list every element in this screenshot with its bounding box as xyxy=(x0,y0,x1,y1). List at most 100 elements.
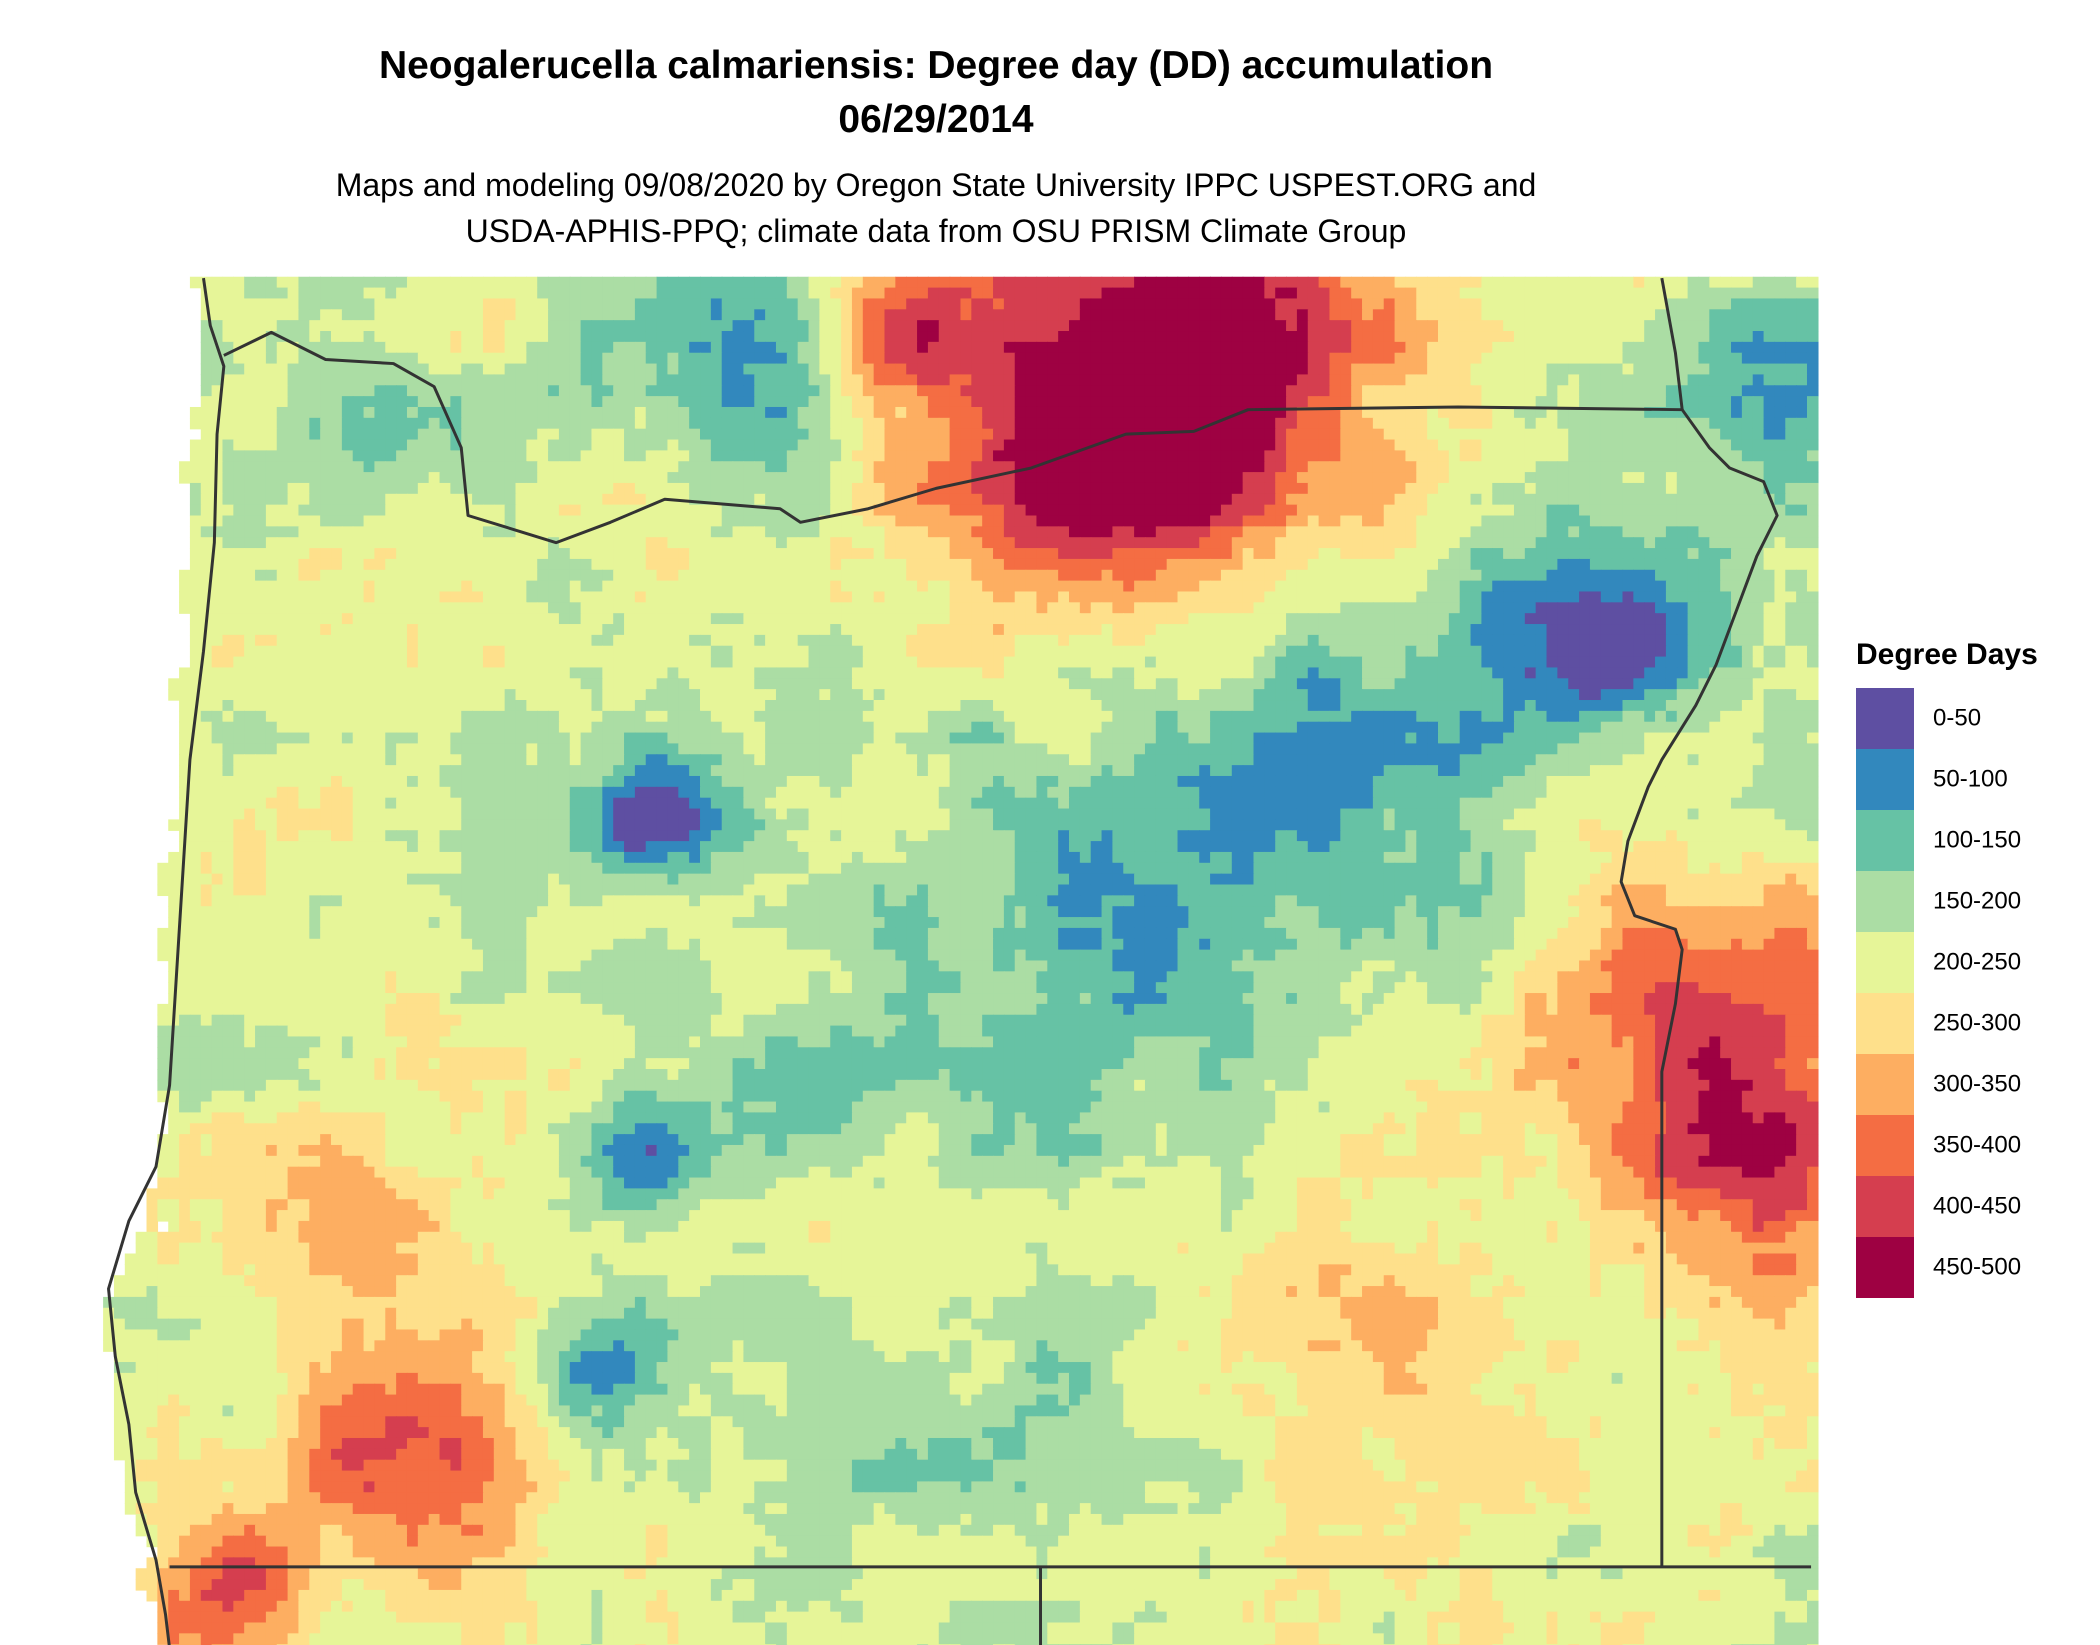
raster-cell xyxy=(841,558,853,571)
raster-cell xyxy=(298,515,310,528)
raster-cell xyxy=(862,548,875,560)
raster-cell xyxy=(808,580,821,593)
raster-cell xyxy=(873,450,886,462)
raster-cell xyxy=(743,298,755,310)
raster-cell xyxy=(222,428,235,441)
raster-cell xyxy=(309,374,321,386)
raster-cell xyxy=(352,493,365,506)
raster-cell xyxy=(645,613,658,625)
raster-cell xyxy=(689,331,701,343)
raster-cell xyxy=(743,482,755,495)
raster-cell xyxy=(689,363,701,376)
raster-cell xyxy=(1676,320,1689,332)
raster-cell xyxy=(656,602,669,614)
raster-cell xyxy=(1470,396,1483,408)
raster-cell xyxy=(1242,352,1255,365)
raster-cell xyxy=(1199,504,1211,517)
raster-cell xyxy=(765,548,777,560)
raster-cell xyxy=(1470,526,1483,538)
raster-cell xyxy=(1307,385,1320,397)
raster-cell xyxy=(1785,287,1797,300)
raster-cell xyxy=(320,580,332,593)
raster-cell xyxy=(298,558,310,571)
raster-cell xyxy=(255,461,267,473)
raster-cell xyxy=(613,428,625,441)
raster-cell xyxy=(1611,515,1624,528)
raster-cell xyxy=(917,309,929,321)
raster-cell xyxy=(1416,482,1428,495)
raster-cell xyxy=(797,341,810,354)
raster-cell xyxy=(949,450,962,462)
raster-cell xyxy=(927,276,940,289)
raster-cell xyxy=(765,276,777,289)
raster-cell xyxy=(450,569,462,582)
raster-cell xyxy=(1383,309,1396,321)
raster-cell xyxy=(1698,341,1710,354)
raster-cell xyxy=(1655,276,1667,289)
raster-cell xyxy=(1546,352,1559,365)
raster-cell xyxy=(569,482,582,495)
raster-cell xyxy=(233,450,245,462)
raster-cell xyxy=(1676,526,1689,538)
raster-cell xyxy=(1210,493,1222,506)
raster-cell xyxy=(537,450,549,462)
raster-cell xyxy=(580,417,593,430)
raster-cell xyxy=(1058,320,1070,332)
raster-cell xyxy=(808,341,821,354)
raster-cell xyxy=(385,385,397,397)
raster-cell xyxy=(1568,385,1580,397)
raster-cell xyxy=(1579,602,1591,614)
raster-cell xyxy=(591,461,604,473)
raster-cell xyxy=(1763,472,1776,484)
raster-cell xyxy=(862,461,875,473)
raster-cell xyxy=(884,439,897,452)
raster-cell xyxy=(1416,515,1428,528)
raster-cell xyxy=(450,634,462,647)
raster-cell xyxy=(1014,439,1027,452)
raster-cell xyxy=(1427,385,1439,397)
raster-cell xyxy=(1003,548,1016,560)
raster-cell xyxy=(1481,417,1493,430)
raster-cell xyxy=(417,417,430,430)
raster-cell xyxy=(1524,309,1537,321)
raster-cell xyxy=(1351,417,1363,430)
raster-cell xyxy=(624,396,636,408)
raster-cell xyxy=(678,396,690,408)
raster-cell xyxy=(591,341,604,354)
raster-cell xyxy=(634,493,647,506)
raster-cell xyxy=(1492,352,1504,365)
raster-cell xyxy=(1123,331,1135,343)
raster-cell xyxy=(385,417,397,430)
raster-cell xyxy=(1372,591,1385,604)
raster-cell xyxy=(1644,482,1656,495)
raster-cell xyxy=(1720,537,1732,549)
raster-cell xyxy=(244,548,256,560)
raster-cell xyxy=(1503,558,1515,571)
raster-cell xyxy=(1003,363,1016,376)
raster-cell xyxy=(406,341,419,354)
raster-cell xyxy=(1123,352,1135,365)
raster-cell xyxy=(1362,276,1374,289)
raster-cell xyxy=(786,341,799,354)
raster-cell xyxy=(786,298,799,310)
raster-cell xyxy=(634,526,647,538)
raster-cell xyxy=(1134,320,1146,332)
raster-cell xyxy=(1069,331,1081,343)
raster-cell xyxy=(493,276,506,289)
raster-cell xyxy=(656,569,669,582)
raster-cell xyxy=(1231,352,1244,365)
raster-cell xyxy=(1698,461,1710,473)
raster-cell xyxy=(493,515,506,528)
raster-cell xyxy=(732,472,745,484)
raster-cell xyxy=(1709,558,1721,571)
raster-cell xyxy=(1416,287,1428,300)
raster-cell xyxy=(851,482,864,495)
raster-cell xyxy=(1535,472,1548,484)
raster-cell xyxy=(1427,472,1439,484)
raster-cell xyxy=(721,548,734,560)
raster-cell xyxy=(1079,613,1092,625)
raster-cell xyxy=(591,439,604,452)
raster-cell xyxy=(255,439,267,452)
raster-cell xyxy=(1264,537,1276,549)
